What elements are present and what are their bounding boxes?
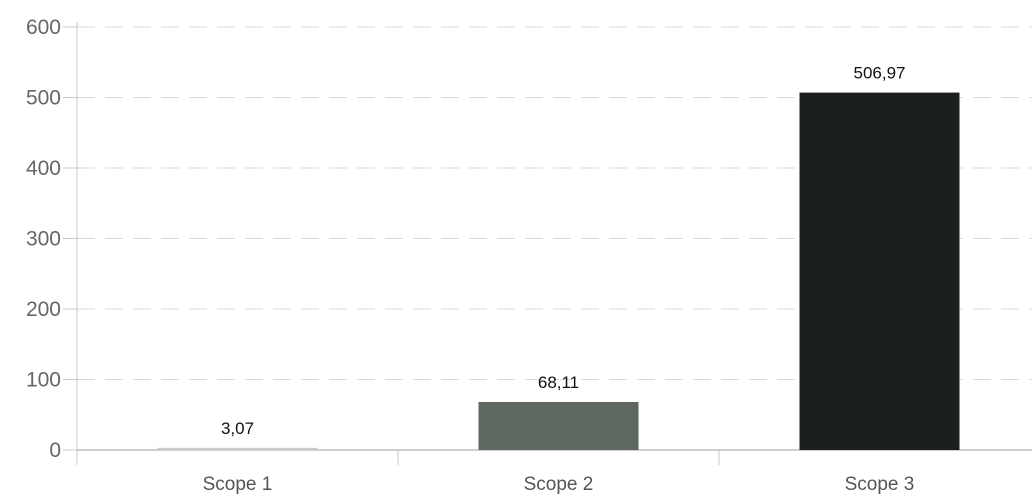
x-axis-tick-labels: Scope 1 Scope 2 Scope 3	[203, 474, 915, 494]
y-tick-label: 0	[49, 439, 61, 462]
y-tick-label: 500	[26, 87, 61, 110]
y-tick-label: 600	[26, 16, 61, 39]
y-tick-label: 300	[26, 228, 61, 251]
y-axis-tick-labels: 0 100 200 300 400 500 600	[26, 16, 61, 462]
bars	[157, 92, 960, 450]
data-labels: 3,07 68,11 506,97	[221, 64, 906, 438]
x-tick-label: Scope 2	[524, 474, 594, 494]
bar-scope-2	[478, 401, 639, 450]
y-tick-label: 100	[26, 369, 61, 392]
y-tick-label: 200	[26, 298, 61, 321]
bar-scope-3	[799, 92, 960, 450]
data-label: 3,07	[221, 419, 254, 438]
y-tick-label: 400	[26, 157, 61, 180]
data-label: 68,11	[538, 373, 579, 392]
data-label: 506,97	[854, 64, 906, 83]
bar-scope-1	[157, 447, 318, 450]
x-tick-label: Scope 3	[845, 474, 915, 494]
x-tick-label: Scope 1	[203, 474, 273, 494]
